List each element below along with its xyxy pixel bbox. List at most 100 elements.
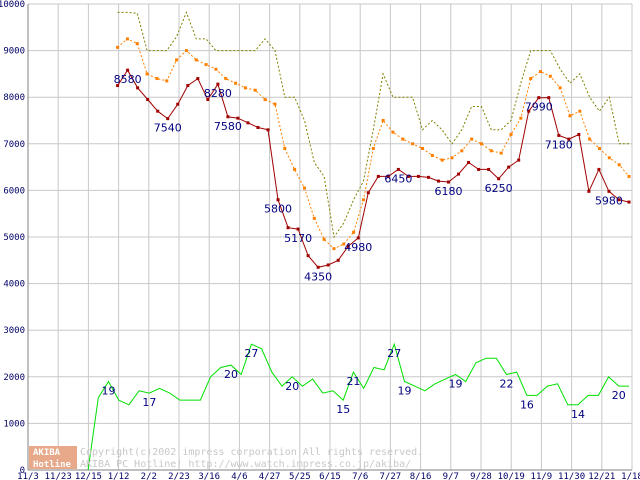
y-tick-label: 1000	[3, 419, 25, 429]
point-avg	[420, 146, 424, 150]
point-lower	[447, 180, 451, 184]
x-tick-label: 1/12	[108, 472, 130, 480]
data-label: 27	[244, 347, 258, 360]
point-lower	[386, 174, 390, 178]
point-lower	[406, 174, 410, 178]
point-lower	[507, 165, 511, 169]
point-avg	[243, 86, 247, 90]
point-lower	[396, 167, 400, 171]
data-label: 6250	[485, 182, 513, 195]
point-avg	[381, 119, 385, 122]
point-lower	[216, 82, 220, 86]
point-avg	[273, 102, 277, 106]
point-lower	[146, 98, 150, 102]
point-avg	[342, 242, 346, 246]
point-lower	[517, 158, 521, 162]
point-avg	[450, 156, 454, 160]
point-lower	[306, 254, 310, 258]
data-label: 5800	[264, 203, 292, 216]
point-lower	[236, 116, 240, 120]
point-avg	[302, 186, 306, 190]
point-avg	[322, 237, 326, 241]
point-avg	[332, 247, 336, 251]
point-avg	[479, 142, 483, 146]
point-avg	[499, 151, 503, 155]
point-avg	[135, 42, 139, 46]
data-label: 14	[571, 408, 585, 421]
credit-watermark: AKIBA Hotline Copyright(c)2002 impress c…	[29, 446, 423, 470]
y-tick-label: 6000	[3, 186, 25, 196]
data-label: 21	[346, 375, 360, 388]
point-lower	[617, 198, 621, 202]
x-tick-label: 2/2	[141, 472, 157, 480]
point-avg	[597, 146, 601, 150]
point-avg	[194, 58, 198, 62]
y-tick-label: 2000	[3, 373, 25, 383]
x-tick-label: 12/21	[588, 472, 615, 480]
x-tick-label: 4/27	[259, 472, 281, 480]
point-avg	[352, 230, 356, 234]
point-lower	[266, 128, 270, 132]
logo-box-bottom	[29, 458, 77, 469]
point-avg	[263, 98, 267, 102]
point-lower	[557, 133, 561, 137]
data-label: 19	[102, 384, 116, 397]
series-line-volume	[87, 342, 629, 471]
x-tick-label: 1/18	[621, 472, 640, 480]
point-avg	[145, 72, 149, 76]
point-lower	[316, 265, 320, 269]
point-avg	[588, 137, 592, 141]
point-avg	[371, 146, 375, 150]
y-tick-label: 4000	[3, 280, 25, 290]
point-lower	[176, 102, 180, 106]
point-lower	[336, 258, 340, 262]
point-lower	[286, 226, 290, 230]
point-avg	[470, 137, 474, 141]
point-lower	[416, 174, 420, 178]
point-lower	[326, 263, 330, 267]
data-label: 6180	[435, 185, 463, 198]
y-tick-label: 7000	[3, 140, 25, 150]
x-tick-label: 9/7	[443, 472, 459, 480]
point-lower	[567, 137, 571, 141]
x-tick-label: 2/23	[168, 472, 190, 480]
point-lower	[547, 96, 551, 100]
y-tick-label: 0	[20, 466, 25, 476]
data-label: 6450	[384, 172, 412, 185]
point-avg	[607, 156, 611, 160]
x-tick-labels: 11/3 11/23 12/15 1/12 2/2 2/23 3/16 4/6 4/27 5/25…	[17, 472, 640, 480]
point-avg	[617, 163, 621, 167]
x-tick-label: 5/25	[289, 472, 311, 480]
point-avg	[558, 86, 562, 90]
data-label: 27	[387, 347, 401, 360]
logo-top-text: AKIBA	[33, 448, 61, 458]
point-avg	[430, 153, 434, 157]
point-lower	[467, 160, 471, 164]
point-lower	[577, 132, 581, 136]
y-tick-label: 3000	[3, 326, 25, 336]
point-avg	[165, 79, 169, 83]
data-label: 20	[285, 380, 299, 393]
grid	[27, 3, 633, 471]
point-avg	[538, 70, 542, 74]
x-tick-label: 7/27	[380, 472, 402, 480]
point-lower	[356, 236, 360, 240]
series-line-lower	[117, 69, 630, 268]
point-lower	[346, 244, 350, 248]
data-label: 5980	[595, 194, 623, 207]
x-tick-label: 11/3	[17, 472, 39, 480]
series-line-upper	[117, 11, 629, 239]
point-avg	[460, 149, 464, 153]
y-tick-label: 9000	[3, 47, 25, 57]
point-lower	[597, 167, 601, 171]
data-label: 7990	[525, 101, 553, 114]
point-avg	[627, 174, 631, 178]
point-avg	[253, 88, 257, 92]
point-avg	[578, 109, 582, 113]
point-lower	[126, 68, 130, 72]
data-label: 8580	[114, 73, 142, 86]
point-lower	[166, 117, 170, 121]
point-lower	[587, 189, 591, 193]
logo-bottom-text: Hotline	[33, 459, 72, 470]
